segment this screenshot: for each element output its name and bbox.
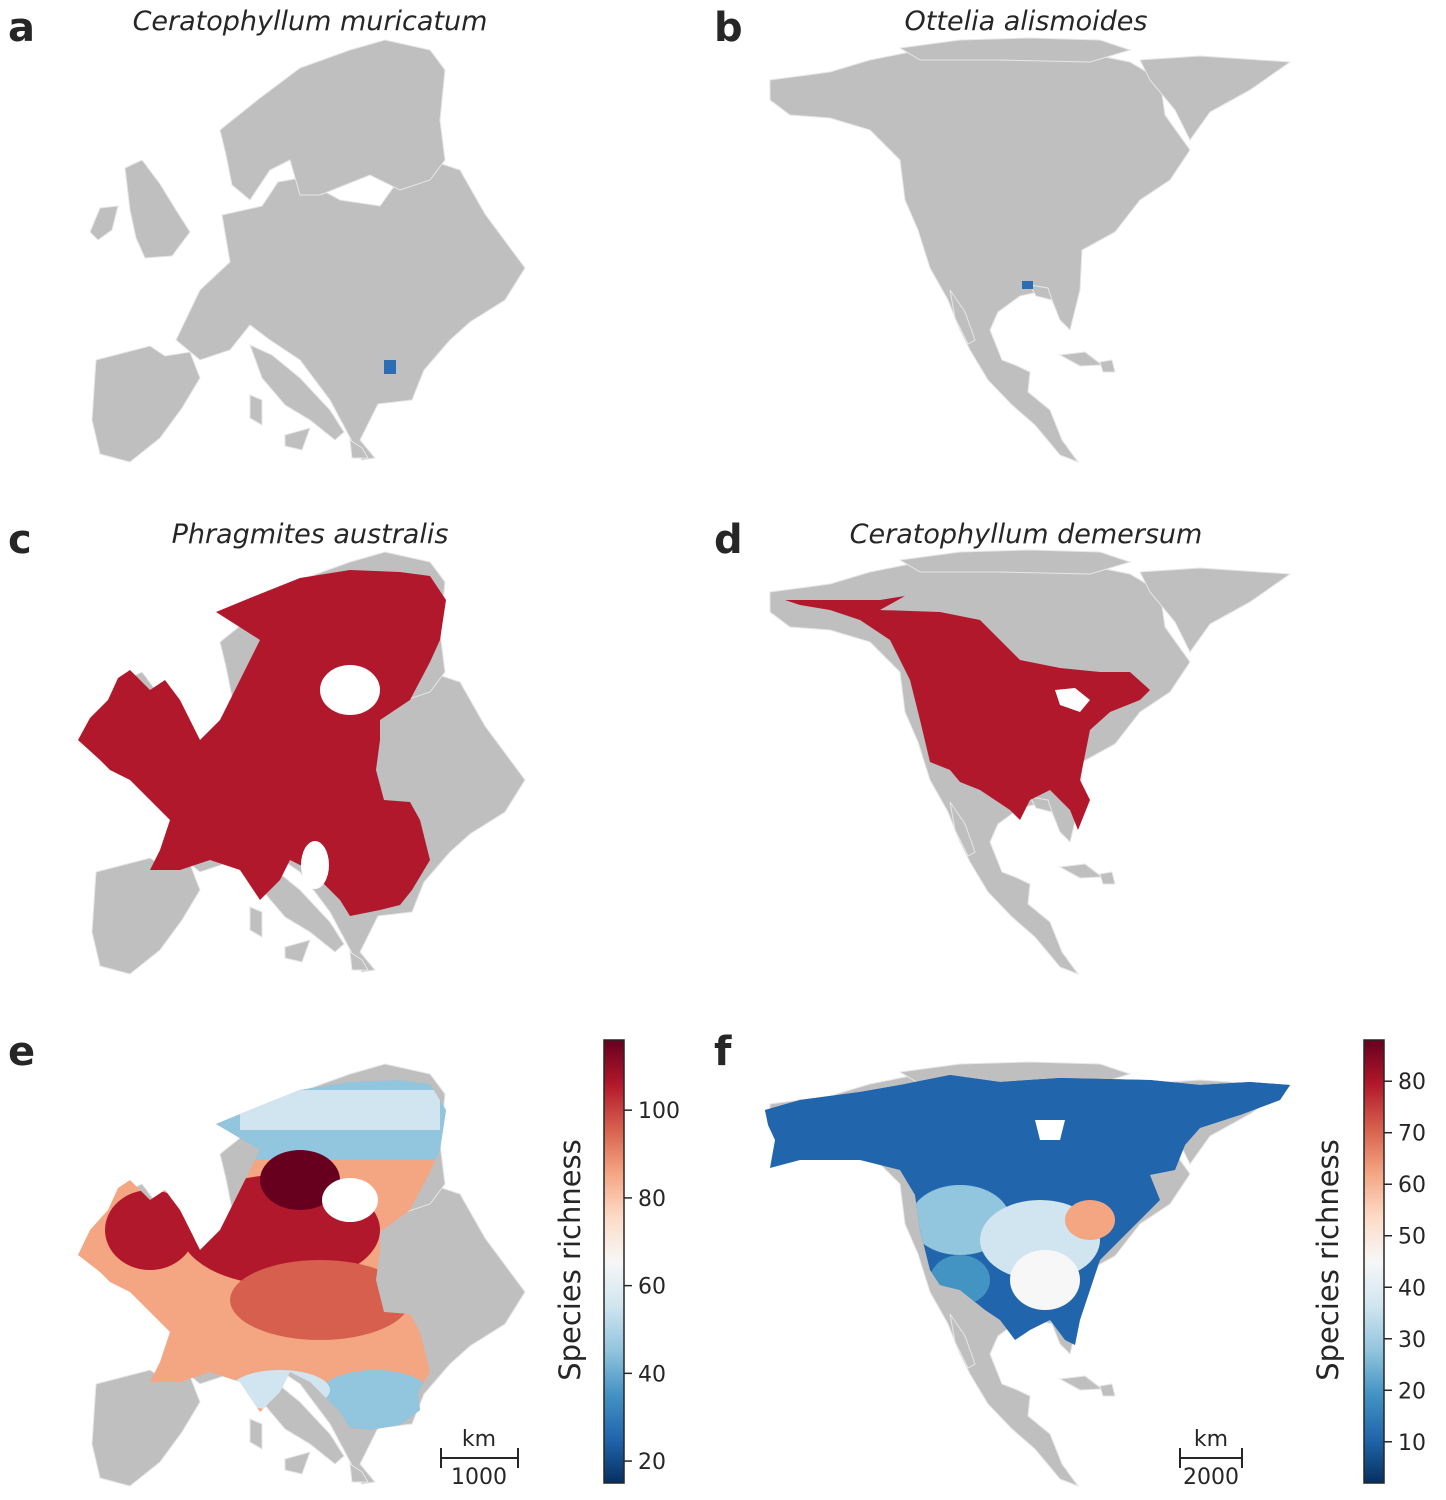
panel-title-b: Ottelia alismoides [904, 6, 1148, 37]
panel-letter-a: a [8, 5, 35, 51]
panel-title-c: Phragmites australis [171, 519, 449, 550]
panel-letter-b: b [714, 5, 743, 51]
colorbar-tick-label-e-3: 80 [638, 1187, 666, 1212]
colorbar-ticks-f: 10 20 30 40 50 60 70 80 [1384, 1070, 1426, 1456]
colorbar-tick-label-f-7: 80 [1398, 1070, 1426, 1095]
colorbar-tick-label-f-3: 40 [1398, 1276, 1426, 1301]
scalebar-f: km 2000 [1179, 1427, 1243, 1490]
scalebar-value-f: 2000 [1183, 1465, 1239, 1490]
gap-c-1 [320, 665, 380, 715]
gap-f-1 [1035, 1120, 1065, 1140]
scalebar-unit-f: km [1194, 1427, 1228, 1452]
scalebar-value-e: 1000 [451, 1465, 507, 1490]
colorbar-tick-label-f-0: 10 [1398, 1431, 1426, 1456]
occurrence-cell-a [384, 360, 396, 374]
gap-e-1 [322, 1178, 378, 1222]
europe-landmass-a [89, 39, 526, 463]
colorbar-tick-label-f-2: 30 [1398, 1328, 1426, 1353]
great-lakes-d [1055, 688, 1090, 712]
map-panel-e: 20 40 60 80 100 Species richness km 1000 [78, 1039, 680, 1490]
colorbar-label-f: Species richness [1311, 1139, 1345, 1381]
panel-letter-c: c [8, 517, 32, 563]
colorbar-tick-label-f-6: 70 [1398, 1122, 1426, 1147]
colorbar-tick-label-e-2: 60 [638, 1275, 666, 1300]
map-panel-c [78, 551, 526, 975]
colorbar-label-e: Species richness [553, 1139, 587, 1381]
scalebar-unit-e: km [462, 1427, 496, 1452]
colorbar-tick-label-f-1: 20 [1398, 1379, 1426, 1404]
colorbar-tick-label-f-4: 50 [1398, 1225, 1426, 1250]
colorbar-tick-label-f-5: 60 [1398, 1173, 1426, 1198]
scalebar-e: km 1000 [440, 1427, 519, 1490]
namerica-landmass-b [769, 37, 1291, 463]
map-panel-d [769, 549, 1291, 975]
panel-letter-e: e [8, 1029, 36, 1075]
map-panel-f: 10 20 30 40 50 60 70 80 Species richness km 200… [765, 1039, 1426, 1490]
colorbar-ticks-e: 20 40 60 80 100 [624, 1099, 680, 1475]
panel-title-d: Ceratophyllum demersum [849, 519, 1203, 550]
colorbar-f [1363, 1039, 1385, 1484]
colorbar-tick-label-e-1: 40 [638, 1362, 666, 1387]
gap-c-2 [301, 841, 329, 889]
richness-grid-f [765, 1075, 1290, 1345]
colorbar-e [603, 1039, 625, 1484]
panel-letter-f: f [714, 1029, 732, 1075]
occurrence-cell-b [1022, 281, 1033, 289]
colorbar-tick-label-e-0: 20 [638, 1450, 666, 1475]
map-panel-b [769, 37, 1291, 463]
map-panel-a [89, 39, 526, 463]
panel-title-a: Ceratophyllum muricatum [132, 6, 488, 37]
colorbar-tick-label-e-4: 100 [638, 1099, 680, 1124]
panel-letter-d: d [714, 517, 743, 563]
